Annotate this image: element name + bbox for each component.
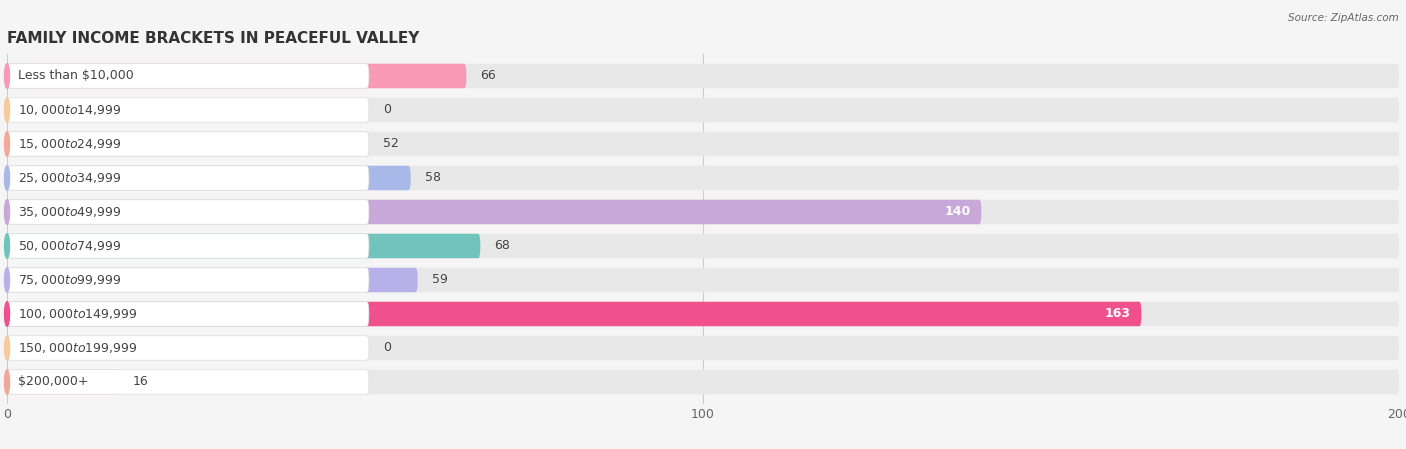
FancyBboxPatch shape xyxy=(7,98,1399,122)
Text: 0: 0 xyxy=(382,103,391,116)
Circle shape xyxy=(4,132,10,156)
FancyBboxPatch shape xyxy=(7,370,368,394)
FancyBboxPatch shape xyxy=(7,200,1399,224)
FancyBboxPatch shape xyxy=(7,64,368,88)
Text: 66: 66 xyxy=(481,70,496,83)
Circle shape xyxy=(4,98,10,122)
FancyBboxPatch shape xyxy=(7,336,368,360)
FancyBboxPatch shape xyxy=(7,166,411,190)
FancyBboxPatch shape xyxy=(7,234,368,258)
FancyBboxPatch shape xyxy=(7,268,418,292)
Text: Source: ZipAtlas.com: Source: ZipAtlas.com xyxy=(1288,13,1399,23)
FancyBboxPatch shape xyxy=(7,200,368,224)
FancyBboxPatch shape xyxy=(7,370,118,394)
Text: 59: 59 xyxy=(432,273,447,286)
Text: $10,000 to $14,999: $10,000 to $14,999 xyxy=(18,103,121,117)
Text: 52: 52 xyxy=(382,137,399,150)
Text: 163: 163 xyxy=(1105,308,1130,321)
Text: $75,000 to $99,999: $75,000 to $99,999 xyxy=(18,273,121,287)
Circle shape xyxy=(4,64,10,88)
FancyBboxPatch shape xyxy=(7,268,1399,292)
Text: $100,000 to $149,999: $100,000 to $149,999 xyxy=(18,307,138,321)
Text: $25,000 to $34,999: $25,000 to $34,999 xyxy=(18,171,121,185)
FancyBboxPatch shape xyxy=(7,234,1399,258)
Text: 68: 68 xyxy=(495,239,510,252)
FancyBboxPatch shape xyxy=(7,64,1399,88)
FancyBboxPatch shape xyxy=(7,268,368,292)
Text: $200,000+: $200,000+ xyxy=(18,375,89,388)
FancyBboxPatch shape xyxy=(7,132,368,156)
Circle shape xyxy=(4,234,10,258)
Circle shape xyxy=(4,302,10,326)
FancyBboxPatch shape xyxy=(7,370,1399,394)
FancyBboxPatch shape xyxy=(7,166,1399,190)
FancyBboxPatch shape xyxy=(7,132,368,156)
FancyBboxPatch shape xyxy=(7,64,467,88)
FancyBboxPatch shape xyxy=(7,166,368,190)
FancyBboxPatch shape xyxy=(7,200,981,224)
Text: $15,000 to $24,999: $15,000 to $24,999 xyxy=(18,137,121,151)
FancyBboxPatch shape xyxy=(7,302,1399,326)
Circle shape xyxy=(4,268,10,292)
Circle shape xyxy=(4,336,10,360)
Text: $50,000 to $74,999: $50,000 to $74,999 xyxy=(18,239,121,253)
FancyBboxPatch shape xyxy=(7,234,481,258)
Text: Less than $10,000: Less than $10,000 xyxy=(18,70,134,83)
Text: 0: 0 xyxy=(382,342,391,355)
FancyBboxPatch shape xyxy=(7,302,368,326)
Circle shape xyxy=(4,200,10,224)
Text: $150,000 to $199,999: $150,000 to $199,999 xyxy=(18,341,138,355)
FancyBboxPatch shape xyxy=(7,336,1399,360)
FancyBboxPatch shape xyxy=(7,132,1399,156)
Text: 140: 140 xyxy=(945,206,972,219)
Text: $35,000 to $49,999: $35,000 to $49,999 xyxy=(18,205,121,219)
Text: FAMILY INCOME BRACKETS IN PEACEFUL VALLEY: FAMILY INCOME BRACKETS IN PEACEFUL VALLE… xyxy=(7,31,419,46)
FancyBboxPatch shape xyxy=(7,302,1142,326)
Text: 58: 58 xyxy=(425,172,440,185)
Circle shape xyxy=(4,166,10,190)
Text: 16: 16 xyxy=(132,375,148,388)
FancyBboxPatch shape xyxy=(7,98,368,122)
Circle shape xyxy=(4,370,10,394)
